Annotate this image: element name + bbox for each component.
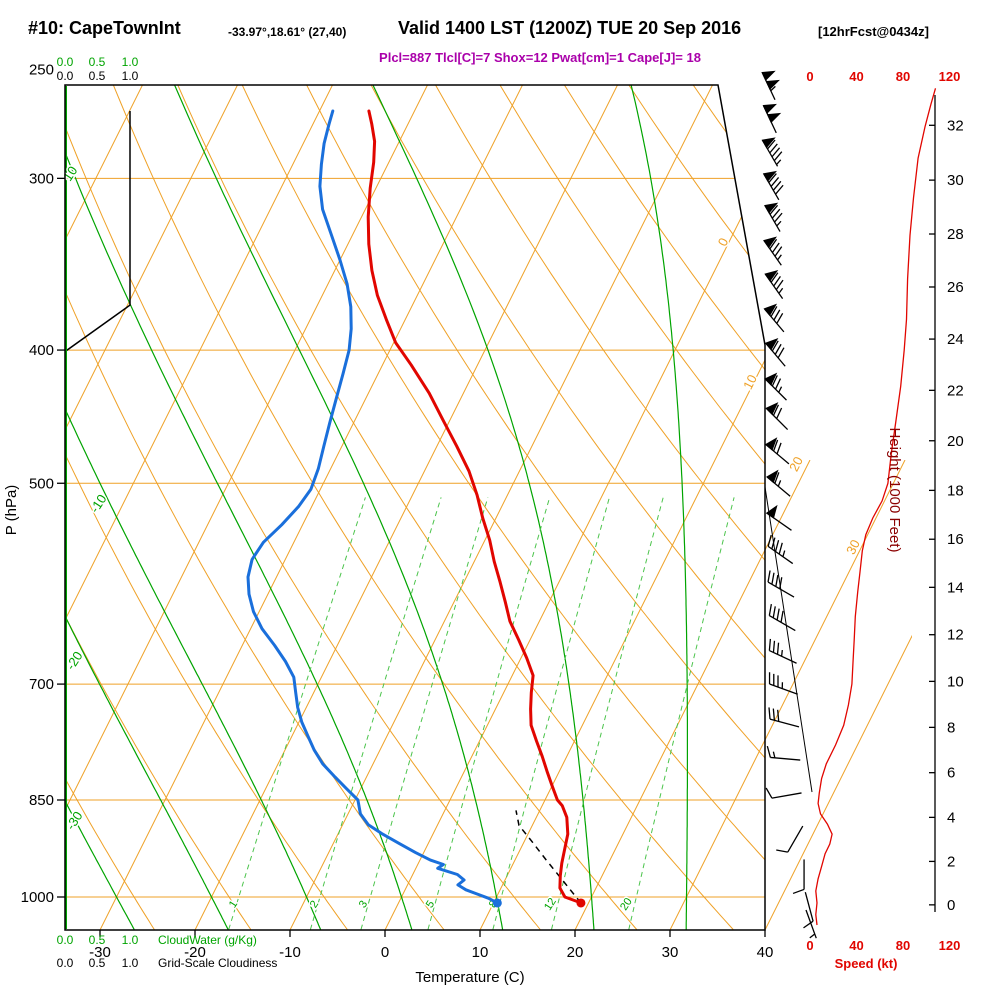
temp-tick-label: 20: [567, 944, 584, 961]
sounding-profiles: [246, 109, 583, 905]
height-tick-label: 24: [947, 331, 964, 348]
forecast-tag: [12hrFcst@0434z]: [818, 24, 929, 39]
background-grid: [65, 85, 765, 930]
svg-text:5: 5: [424, 899, 437, 911]
temp-tick-label: -10: [279, 944, 301, 961]
cloudiness-scale-bottom: 0.0: [57, 956, 74, 970]
speed-tick-label-top: 0: [806, 69, 813, 84]
pressure-tick-label: 400: [29, 342, 54, 359]
isotherm-extensions: [765, 460, 912, 930]
height-tick-label: 32: [947, 117, 964, 134]
height-tick-label: 30: [947, 172, 964, 189]
height-tick-label: 10: [947, 673, 964, 690]
svg-text:10: 10: [60, 163, 80, 183]
pressure-tick-label: 1000: [21, 889, 54, 906]
speed-tick-label-bottom: 80: [896, 938, 910, 953]
temp-tick-label: 0: [381, 944, 389, 961]
height-tick-label: 28: [947, 226, 964, 243]
height-tick-label: 4: [947, 809, 955, 826]
height-tick-label: 6: [947, 765, 955, 782]
cloudwater-scale-top: 0.5: [89, 55, 106, 69]
frame-diagonal: [764, 486, 813, 793]
wind-barbs: [761, 70, 817, 939]
speed-profile: [815, 88, 937, 926]
svg-text:30: 30: [843, 537, 863, 557]
temp-tick-label: -30: [89, 944, 111, 961]
indices-line: Plcl=887 Tlcl[C]=7 Shox=12 Pwat[cm]=1 Ca…: [379, 50, 701, 65]
temp-tick-label: -20: [184, 944, 206, 961]
speed-tick-label-top: 40: [849, 69, 863, 84]
cloudwater-scale-top: 1.0: [122, 55, 139, 69]
cloudwater-scale-bottom: 0.5: [89, 933, 106, 947]
height-axis-title: Height (1000 Feet): [886, 427, 903, 552]
height-tick-label: 18: [947, 482, 964, 499]
cloudiness-scale-top: 1.0: [122, 69, 139, 83]
speed-tick-label-bottom: 40: [849, 938, 863, 953]
cloudwater-scale-bottom: 0.0: [57, 933, 74, 947]
svg-text:3: 3: [357, 899, 370, 911]
temperature-profile: [366, 109, 583, 905]
valid-time: Valid 1400 LST (1200Z) TUE 20 Sep 2016: [398, 18, 742, 38]
temp-axis-title: Temperature (C): [415, 969, 524, 986]
temp-tick-label: 40: [757, 944, 774, 961]
height-tick-label: 16: [947, 531, 964, 548]
cloudiness-scale-top: 0.0: [57, 69, 74, 83]
cloudiness-scale-bottom: 1.0: [122, 956, 139, 970]
speed-tick-label-top: 120: [939, 69, 961, 84]
speed-axis-title: Speed (kt): [835, 956, 898, 971]
surface-temp-dot: [576, 898, 586, 908]
temp-tick-label: 30: [662, 944, 679, 961]
pressure-tick-label: 250: [29, 62, 54, 79]
speed-tick-label-bottom: 120: [939, 938, 961, 953]
svg-text:0: 0: [715, 235, 732, 248]
pressure-tick-label: 700: [29, 676, 54, 693]
speed-tick-label-bottom: 0: [806, 938, 813, 953]
surface-dewpoint-dot: [492, 898, 502, 908]
height-tick-label: 14: [947, 579, 964, 596]
plot-frame: [64, 84, 766, 931]
height-tick-label: 8: [947, 719, 955, 736]
height-tick-label: 20: [947, 433, 964, 450]
height-tick-label: 12: [947, 627, 964, 644]
cloudwater-axis-title: CloudWater (g/Kg): [158, 933, 257, 947]
height-tick-label: 22: [947, 382, 964, 399]
cloud-profiles: [65, 86, 131, 929]
svg-text:20: 20: [786, 454, 806, 474]
cloudwater-scale-bottom: 1.0: [122, 933, 139, 947]
temp-tick-label: 10: [472, 944, 489, 961]
pressure-tick-label: 500: [29, 475, 54, 492]
parcel-path: [515, 810, 582, 904]
height-tick-label: 26: [947, 279, 964, 296]
pressure-tick-label: 300: [29, 170, 54, 187]
station-id: #10: CapeTownInt: [28, 18, 181, 38]
pressure-tick-label: 850: [29, 792, 54, 809]
height-tick-label: 2: [947, 853, 955, 870]
cloudiness-scale-bottom: 0.5: [89, 956, 106, 970]
pressure-axis-title: P (hPa): [3, 485, 20, 536]
station-coords: -33.97°,18.61° (27,40): [228, 25, 347, 39]
cloudwater-scale-top: 0.0: [57, 55, 74, 69]
speed-tick-label-top: 80: [896, 69, 910, 84]
cloudiness-scale-top: 0.5: [89, 69, 106, 83]
cloudiness-profile: [65, 111, 131, 353]
dewpoint-profile: [246, 109, 499, 905]
cloudiness-axis-title: Grid-Scale Cloudiness: [158, 956, 277, 970]
height-tick-label: 0: [947, 897, 955, 914]
